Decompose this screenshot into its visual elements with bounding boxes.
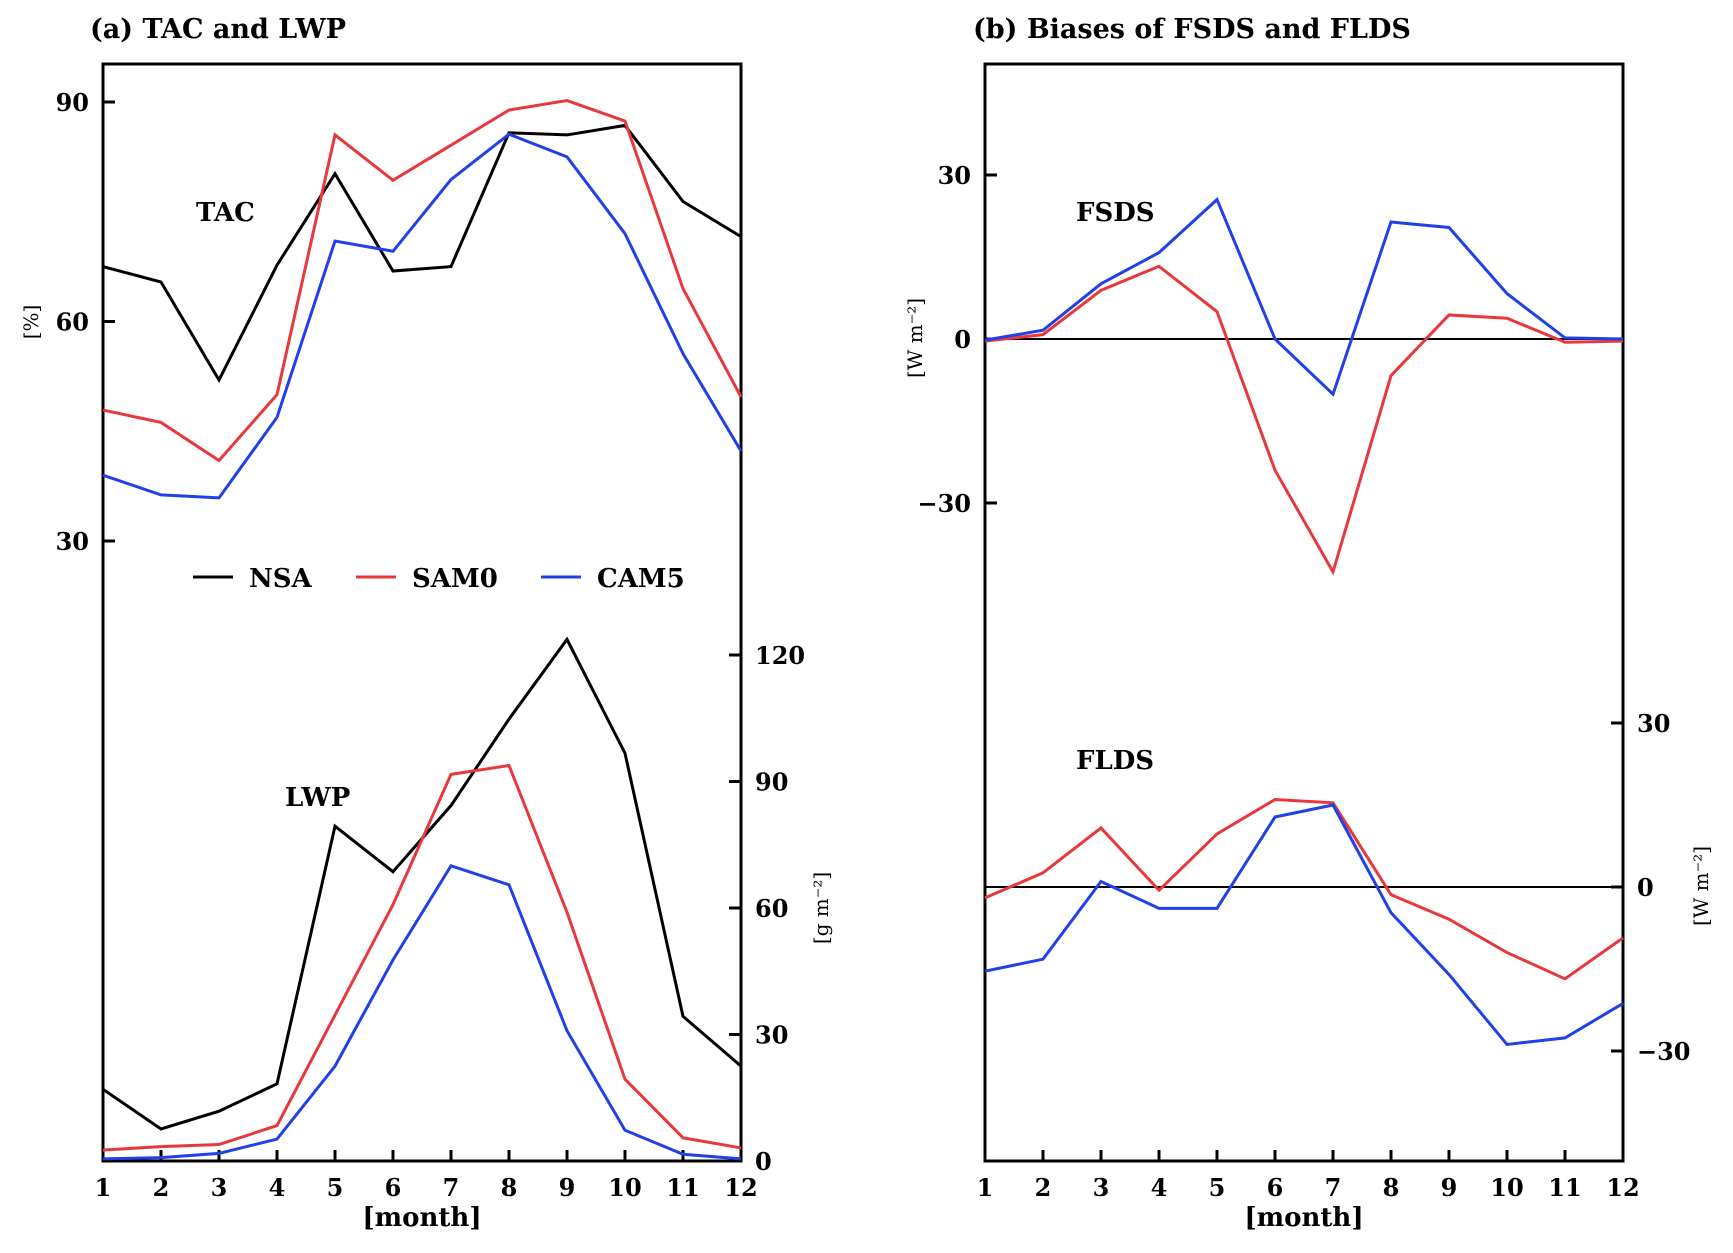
x-tick-label: 4 (1151, 1173, 1168, 1202)
x-tick-label: 7 (443, 1173, 460, 1202)
fsds-label: FSDS (1076, 198, 1155, 228)
x-tick-label: 8 (501, 1173, 518, 1202)
x-tick-label: 2 (1035, 1173, 1052, 1202)
x-tick-label: 2 (153, 1173, 170, 1202)
fsds-cam5-line (984, 197, 1624, 397)
fsds-ylabel: [W m⁻²] (903, 298, 927, 378)
y-tick-label: 30 (755, 1021, 788, 1050)
y-tick-label: 30 (56, 527, 89, 556)
x-tick-label: 12 (1606, 1173, 1639, 1202)
x-tick-label: 6 (1267, 1173, 1284, 1202)
y-tick-label: −30 (917, 489, 971, 518)
x-tick-label: 11 (1548, 1173, 1581, 1202)
panel-a-frame (101, 62, 743, 1163)
tac-label: TAC (196, 198, 255, 228)
y-tick-label: 0 (954, 325, 971, 354)
y-tick-label: 0 (1637, 873, 1654, 902)
y-tick-label: 0 (755, 1147, 772, 1176)
flds-sam0-line (984, 798, 1624, 981)
x-tick-label: 6 (385, 1173, 402, 1202)
panel-b-frame (983, 62, 1625, 1163)
y-tick-label: 120 (755, 641, 805, 670)
x-tick-label: 9 (1441, 1173, 1458, 1202)
x-tick-label: 10 (1490, 1173, 1523, 1202)
panel-b-title: (b) Biases of FSDS and FLDS (973, 14, 1411, 45)
lwp-sam0-line (102, 763, 742, 1152)
legend-label-cam5: CAM5 (597, 564, 685, 594)
tac-cam5-line (102, 132, 743, 500)
flds-label: FLDS (1076, 746, 1154, 776)
x-tick-label: 11 (666, 1173, 699, 1202)
y-tick-label: 60 (56, 308, 89, 337)
y-tick-label: 60 (755, 894, 788, 923)
y-tick-label: 90 (56, 88, 89, 117)
fsds-sam0-line (984, 264, 1624, 576)
x-tick-label: 1 (977, 1173, 994, 1202)
lwp-label: LWP (285, 783, 350, 813)
panel-b-xlabel: [month] (1244, 1203, 1363, 1233)
x-tick-label: 5 (1209, 1173, 1226, 1202)
tac-sam0-line (102, 98, 743, 463)
x-tick-label: 3 (1093, 1173, 1110, 1202)
tac-nsa-line (102, 123, 742, 384)
panel-a-xlabel: [month] (362, 1203, 481, 1233)
x-tick-label: 1 (95, 1173, 112, 1202)
x-tick-label: 10 (608, 1173, 641, 1202)
panel-a-title: (a) TAC and LWP (90, 14, 346, 45)
y-tick-label: 90 (755, 768, 788, 797)
x-tick-label: 7 (1325, 1173, 1342, 1202)
y-tick-label: 30 (938, 161, 971, 190)
lwp-nsa-line (102, 636, 742, 1131)
legend-label-nsa: NSA (249, 564, 313, 594)
legend-label-sam0: SAM0 (412, 564, 498, 594)
x-tick-label: 5 (327, 1173, 344, 1202)
x-tick-label: 12 (724, 1173, 757, 1202)
y-tick-label: 30 (1637, 709, 1670, 738)
lwp-ylabel: [g m⁻²] (809, 872, 833, 944)
y-tick-label: −30 (1637, 1037, 1691, 1066)
flds-cam5-line (984, 803, 1624, 1047)
tac-ylabel: [%] (19, 305, 43, 340)
x-tick-label: 8 (1383, 1173, 1400, 1202)
flds-ylabel: [W m⁻²] (1689, 846, 1713, 926)
lwp-cam5-line (102, 864, 742, 1161)
x-tick-label: 3 (211, 1173, 228, 1202)
x-tick-label: 9 (559, 1173, 576, 1202)
x-tick-label: 4 (269, 1173, 286, 1202)
